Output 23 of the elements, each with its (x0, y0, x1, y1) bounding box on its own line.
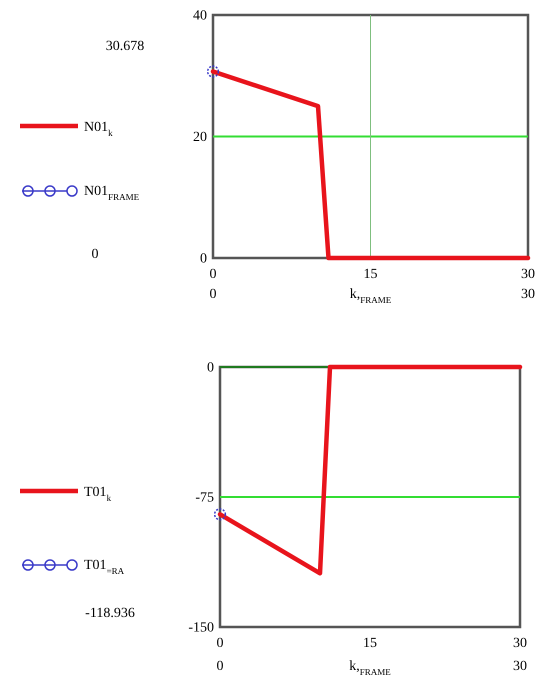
x-tick-label: 30 (513, 636, 527, 651)
y-tick-label: 40 (193, 8, 207, 24)
y-tick-label: -75 (195, 490, 214, 506)
y-tick-label: 0 (207, 360, 214, 376)
legend-label: N01$_{k}$ (84, 120, 114, 138)
text: 30 (521, 287, 535, 302)
y-tick-label: 0 (200, 251, 207, 266)
x-axis-title: k,$_{FRAME}$ (350, 287, 392, 305)
legend-label: N01$_{FRAME}$ (84, 184, 140, 202)
text: 0 (216, 659, 224, 674)
x-tick-label: 30 (521, 266, 535, 282)
y-tick-label: -150 (188, 620, 214, 636)
legend-label: T01$_{=RA}$ (84, 558, 125, 576)
text: 30.678 (106, 39, 144, 54)
x-tick-label: 15 (364, 266, 378, 282)
x-tick-label: 15 (363, 636, 377, 651)
text: 30 (513, 659, 527, 674)
x-axis-title: k,$_{FRAME}$ (349, 659, 392, 677)
x-tick-label: 0 (216, 636, 224, 651)
y-tick-label: 20 (193, 130, 207, 145)
text: 0 (92, 247, 98, 262)
legend-label: T01$_{k}$ (84, 485, 112, 503)
text: -118.936 (85, 606, 135, 621)
